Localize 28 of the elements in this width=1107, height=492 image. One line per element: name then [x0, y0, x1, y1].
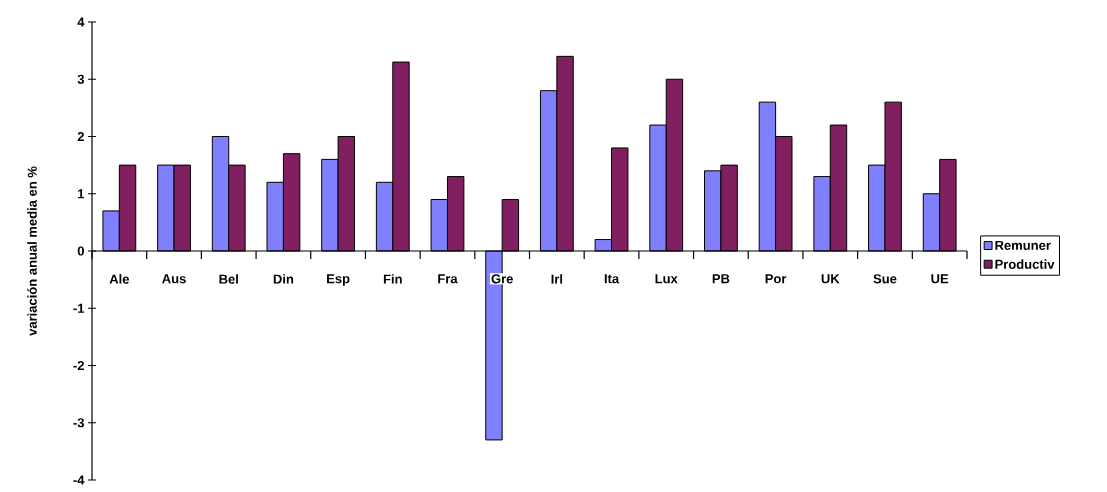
x-tick-label: UK [821, 274, 840, 284]
y-tick-label: 0 [77, 246, 84, 256]
x-tick-label: Aus [162, 274, 186, 284]
x-tick-label: Ita [604, 274, 620, 284]
y-tick-label: -2 [73, 360, 84, 371]
y-tick-label: 3 [77, 74, 85, 84]
x-tick-label: UE [931, 274, 949, 284]
y-tick-label: 1 [78, 189, 85, 199]
x-tick-label: Esp [327, 274, 350, 286]
legend-label: Remuner [995, 240, 1051, 250]
legend-label: Productiv [995, 259, 1055, 269]
x-tick-label: Irl [551, 274, 563, 284]
y-tick-label: 4 [77, 17, 85, 27]
x-tick-label: Bel [219, 274, 238, 284]
x-tick-label: PB [712, 274, 730, 284]
x-tick-label: Fin [383, 274, 402, 284]
x-tick-label: Sue [873, 274, 897, 284]
y-tick-label: -4 [73, 475, 85, 485]
x-tick-label: Por [765, 274, 787, 284]
x-tick-label: Ale [109, 274, 130, 284]
x-tick-label: Fra [438, 274, 458, 284]
y-tick-label: -3 [73, 418, 85, 428]
x-tick-label: Gre [491, 274, 513, 284]
x-tick-label: Lux [655, 274, 678, 284]
x-tick-label: Din [273, 274, 294, 284]
y-tick-label: -1 [73, 303, 85, 313]
y-tick-label: 2 [77, 131, 84, 142]
y-axis-title: variación anual media en % [27, 166, 37, 336]
